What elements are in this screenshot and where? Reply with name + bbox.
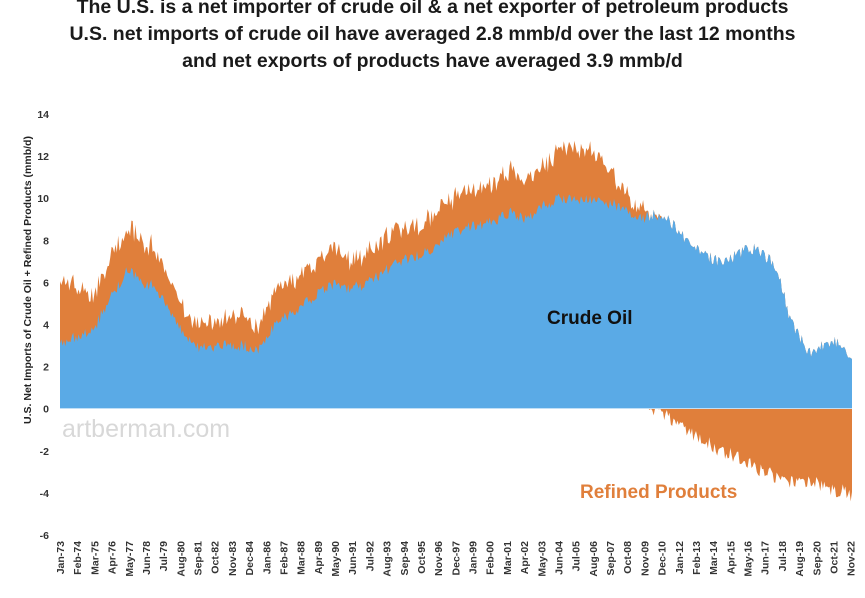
- title-line-1: The U.S. is a net importer of crude oil …: [76, 0, 789, 18]
- x-tick-label: Oct-21: [829, 541, 841, 574]
- x-tick-label: Aug-06: [588, 541, 600, 577]
- y-tick-label: -4: [40, 488, 49, 500]
- x-tick-label: Sep-07: [605, 541, 617, 576]
- x-tick-label: Jan-86: [261, 541, 273, 574]
- x-tick-label: Sep-81: [193, 541, 205, 576]
- x-tick-label: Nov-22: [846, 541, 858, 576]
- y-axis-label: U.S. Net Imports of Crude Oil + Refined …: [22, 136, 34, 424]
- x-tick-label: Jun-17: [760, 541, 772, 575]
- x-tick-label: Nov-96: [433, 541, 445, 576]
- x-tick-label: Nov-09: [639, 541, 651, 576]
- x-tick-label: May-77: [124, 541, 136, 577]
- x-tick-label: Feb-13: [691, 541, 703, 575]
- x-tick-label: Apr-02: [519, 541, 531, 574]
- y-tick-label: 4: [43, 320, 49, 332]
- y-tick-label: -2: [40, 446, 49, 458]
- x-tick-label: Nov-83: [227, 541, 239, 576]
- x-tick-label: Jun-78: [141, 541, 153, 575]
- y-tick-label: 14: [37, 109, 49, 121]
- x-tick-label: Jan-73: [55, 541, 67, 574]
- x-tick-label: Jul-79: [158, 541, 170, 572]
- x-tick-label: Mar-01: [502, 541, 514, 575]
- refined-products-area-negative: [60, 408, 852, 502]
- y-tick-label: 0: [43, 404, 49, 416]
- x-tick-label: Mar-88: [296, 541, 308, 575]
- title-line-3: and net exports of products have average…: [182, 50, 683, 72]
- x-tick-label: Oct-82: [210, 541, 222, 574]
- y-tick-label: -6: [40, 530, 49, 542]
- x-tick-label: Aug-19: [794, 541, 806, 577]
- refined-products-annotation: Refined Products: [580, 482, 737, 503]
- x-tick-label: Sep-94: [399, 541, 411, 576]
- x-tick-label: Oct-08: [622, 541, 634, 574]
- crude-oil-area: [60, 193, 852, 409]
- y-axis: -6 -4 -2 0 2 4 6 8 10 12 14: [37, 109, 49, 542]
- y-tick-label: 2: [43, 362, 49, 374]
- x-tick-label: Aug-93: [382, 541, 394, 577]
- x-tick-label: Jul-18: [777, 541, 789, 572]
- x-tick-label: Mar-75: [89, 541, 101, 575]
- x-tick-label: Apr-89: [313, 541, 325, 574]
- x-tick-label: May-16: [743, 541, 755, 577]
- x-axis: Jan-73 Feb-74 Mar-75 Apr-76 May-77 Jun-78 Jul-…: [55, 541, 858, 577]
- x-tick-label: Apr-15: [725, 541, 737, 574]
- x-tick-label: Feb-87: [279, 541, 291, 575]
- x-tick-label: Feb-74: [72, 541, 84, 575]
- plot-area: [60, 140, 852, 502]
- x-tick-label: May-03: [536, 541, 548, 577]
- chart-title: The U.S. is a net importer of crude oil …: [0, 0, 865, 75]
- x-tick-label: Dec-10: [657, 541, 669, 576]
- y-tick-label: 6: [43, 277, 49, 289]
- y-tick-label: 10: [37, 193, 49, 205]
- x-tick-label: Aug-80: [175, 541, 187, 577]
- crude-oil-annotation: Crude Oil: [547, 308, 633, 329]
- title-line-2: U.S. net imports of crude oil have avera…: [69, 23, 796, 45]
- x-tick-label: Jan-12: [674, 541, 686, 574]
- x-tick-label: Dec-84: [244, 541, 256, 576]
- x-tick-label: Feb-00: [485, 541, 497, 575]
- watermark: artberman.com: [62, 415, 230, 443]
- x-tick-label: Jul-92: [364, 541, 376, 572]
- x-tick-label: Oct-95: [416, 541, 428, 574]
- x-tick-label: May-90: [330, 541, 342, 577]
- y-tick-label: 12: [37, 151, 49, 163]
- x-tick-label: Mar-14: [708, 541, 720, 575]
- x-tick-label: Dec-97: [450, 541, 462, 576]
- x-tick-label: Jan-99: [468, 541, 480, 574]
- x-tick-label: Jun-91: [347, 541, 359, 575]
- x-tick-label: Jun-04: [554, 541, 566, 575]
- x-tick-label: Jul-05: [571, 541, 583, 572]
- x-tick-label: Sep-20: [811, 541, 823, 576]
- y-tick-label: 8: [43, 235, 49, 247]
- x-tick-label: Apr-76: [107, 541, 119, 574]
